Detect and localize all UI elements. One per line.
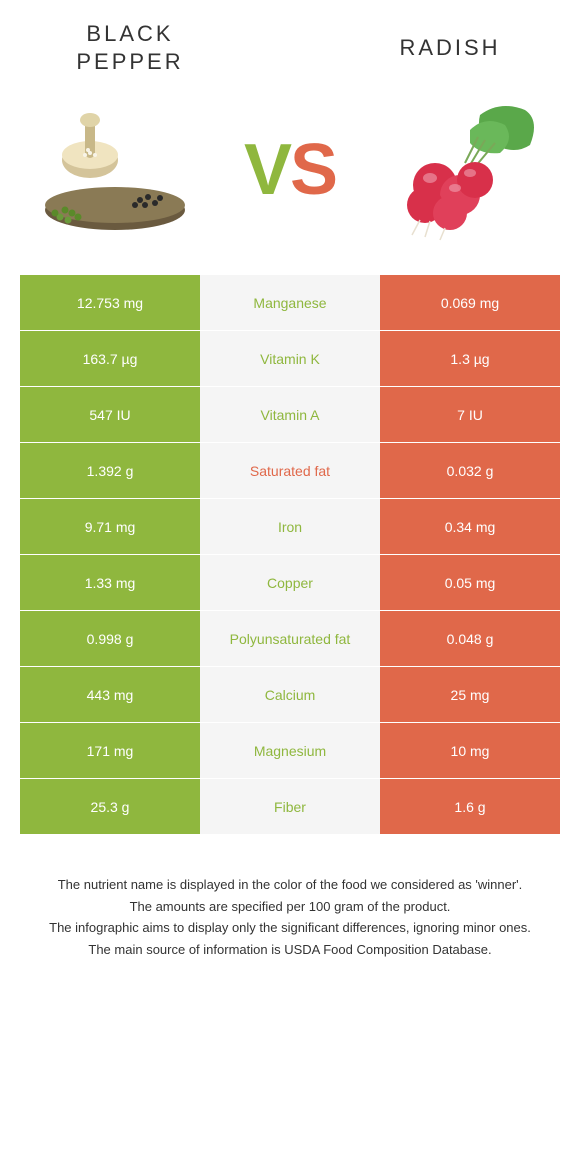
footer-line: The amounts are specified per 100 gram o…	[30, 897, 550, 917]
nutrient-label: Vitamin K	[200, 331, 380, 387]
left-value: 443 mg	[20, 667, 200, 723]
black-pepper-icon	[30, 95, 200, 245]
right-value: 0.048 g	[380, 611, 560, 667]
nutrient-label: Saturated fat	[200, 443, 380, 499]
left-value: 171 mg	[20, 723, 200, 779]
nutrient-label: Iron	[200, 499, 380, 555]
radish-icon	[380, 95, 550, 245]
table-row: 171 mgMagnesium10 mg	[20, 723, 560, 779]
footer-line: The nutrient name is displayed in the co…	[30, 875, 550, 895]
table-row: 443 mgCalcium25 mg	[20, 667, 560, 723]
right-value: 10 mg	[380, 723, 560, 779]
left-value: 1.392 g	[20, 443, 200, 499]
vs-s: S	[290, 130, 336, 210]
left-value: 0.998 g	[20, 611, 200, 667]
nutrient-label: Fiber	[200, 779, 380, 835]
left-value: 25.3 g	[20, 779, 200, 835]
nutrient-label: Manganese	[200, 275, 380, 331]
right-value: 7 IU	[380, 387, 560, 443]
left-food-image	[30, 95, 200, 245]
nutrient-table: 12.753 mgManganese0.069 mg163.7 µgVitami…	[20, 275, 560, 835]
table-row: 12.753 mgManganese0.069 mg	[20, 275, 560, 331]
right-food-title: RADISH	[360, 34, 540, 62]
right-value: 0.032 g	[380, 443, 560, 499]
table-row: 0.998 gPolyunsaturated fat0.048 g	[20, 611, 560, 667]
right-value: 1.3 µg	[380, 331, 560, 387]
table-row: 1.392 gSaturated fat0.032 g	[20, 443, 560, 499]
nutrient-label: Vitamin A	[200, 387, 380, 443]
left-value: 1.33 mg	[20, 555, 200, 611]
table-row: 25.3 gFiber1.6 g	[20, 779, 560, 835]
right-value: 1.6 g	[380, 779, 560, 835]
nutrient-label: Copper	[200, 555, 380, 611]
left-food-title: BLACK PEPPER	[40, 20, 220, 75]
table-row: 1.33 mgCopper0.05 mg	[20, 555, 560, 611]
right-value: 0.05 mg	[380, 555, 560, 611]
left-value: 9.71 mg	[20, 499, 200, 555]
left-value: 547 IU	[20, 387, 200, 443]
right-value: 0.34 mg	[380, 499, 560, 555]
vs-label: VS	[244, 129, 336, 211]
footer-notes: The nutrient name is displayed in the co…	[0, 835, 580, 981]
right-value: 25 mg	[380, 667, 560, 723]
table-row: 547 IUVitamin A7 IU	[20, 387, 560, 443]
footer-line: The infographic aims to display only the…	[30, 918, 550, 938]
nutrient-label: Calcium	[200, 667, 380, 723]
footer-line: The main source of information is USDA F…	[30, 940, 550, 960]
left-value: 163.7 µg	[20, 331, 200, 387]
vs-v: V	[244, 130, 290, 210]
table-row: 163.7 µgVitamin K1.3 µg	[20, 331, 560, 387]
left-value: 12.753 mg	[20, 275, 200, 331]
right-value: 0.069 mg	[380, 275, 560, 331]
nutrient-label: Polyunsaturated fat	[200, 611, 380, 667]
table-row: 9.71 mgIron0.34 mg	[20, 499, 560, 555]
images-row: VS	[0, 85, 580, 275]
header: BLACK PEPPER RADISH	[0, 0, 580, 85]
nutrient-label: Magnesium	[200, 723, 380, 779]
right-food-image	[380, 95, 550, 245]
